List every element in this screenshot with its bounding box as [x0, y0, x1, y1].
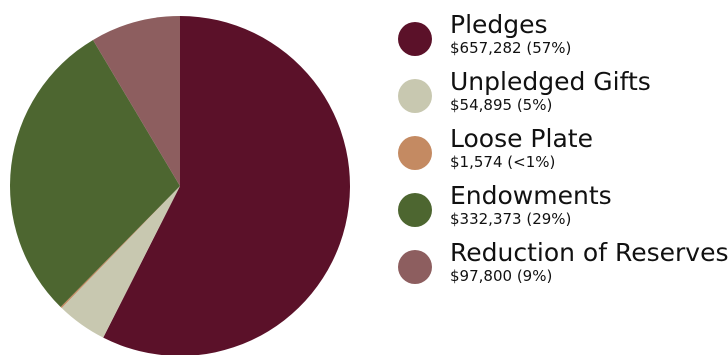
legend: Pledges $657,282 (57%) Unpledged Gifts $… — [398, 10, 728, 295]
legend-value: $1,574 (<1%) — [450, 153, 556, 171]
pie-slice-reduction-of-reserves — [93, 16, 180, 186]
legend-swatch-unpledged-gifts — [398, 79, 432, 113]
legend-value: $657,282 (57%) — [450, 39, 572, 57]
legend-swatch-reduction-of-reserves — [398, 250, 432, 284]
legend-label: Pledges — [450, 10, 548, 39]
legend-swatch-pledges — [398, 22, 432, 56]
pie-slice-pledges — [103, 16, 350, 355]
legend-label: Loose Plate — [450, 124, 593, 153]
legend-value: $332,373 (29%) — [450, 210, 572, 228]
legend-label: Unpledged Gifts — [450, 67, 651, 96]
legend-item-loose-plate: Loose Plate $1,574 (<1%) — [398, 124, 726, 181]
legend-item-reduction-of-reserves: Reduction of Reserves $97,800 (9%) — [398, 238, 728, 295]
pie-slice-loose-plate — [60, 186, 180, 309]
pie-slice-unpledged-gifts — [61, 186, 180, 338]
pie-chart — [9, 16, 350, 355]
legend-label: Reduction of Reserves — [450, 238, 728, 267]
legend-swatch-loose-plate — [398, 136, 432, 170]
legend-item-unpledged-gifts: Unpledged Gifts $54,895 (5%) — [398, 67, 726, 124]
legend-value: $54,895 (5%) — [450, 96, 553, 114]
legend-value: $97,800 (9%) — [450, 267, 553, 285]
legend-item-pledges: Pledges $657,282 (57%) — [398, 10, 726, 67]
legend-swatch-endowments — [398, 193, 432, 227]
legend-label: Endowments — [450, 181, 612, 210]
pie-slice-endowments — [9, 39, 180, 307]
legend-item-endowments: Endowments $332,373 (29%) — [398, 181, 726, 238]
